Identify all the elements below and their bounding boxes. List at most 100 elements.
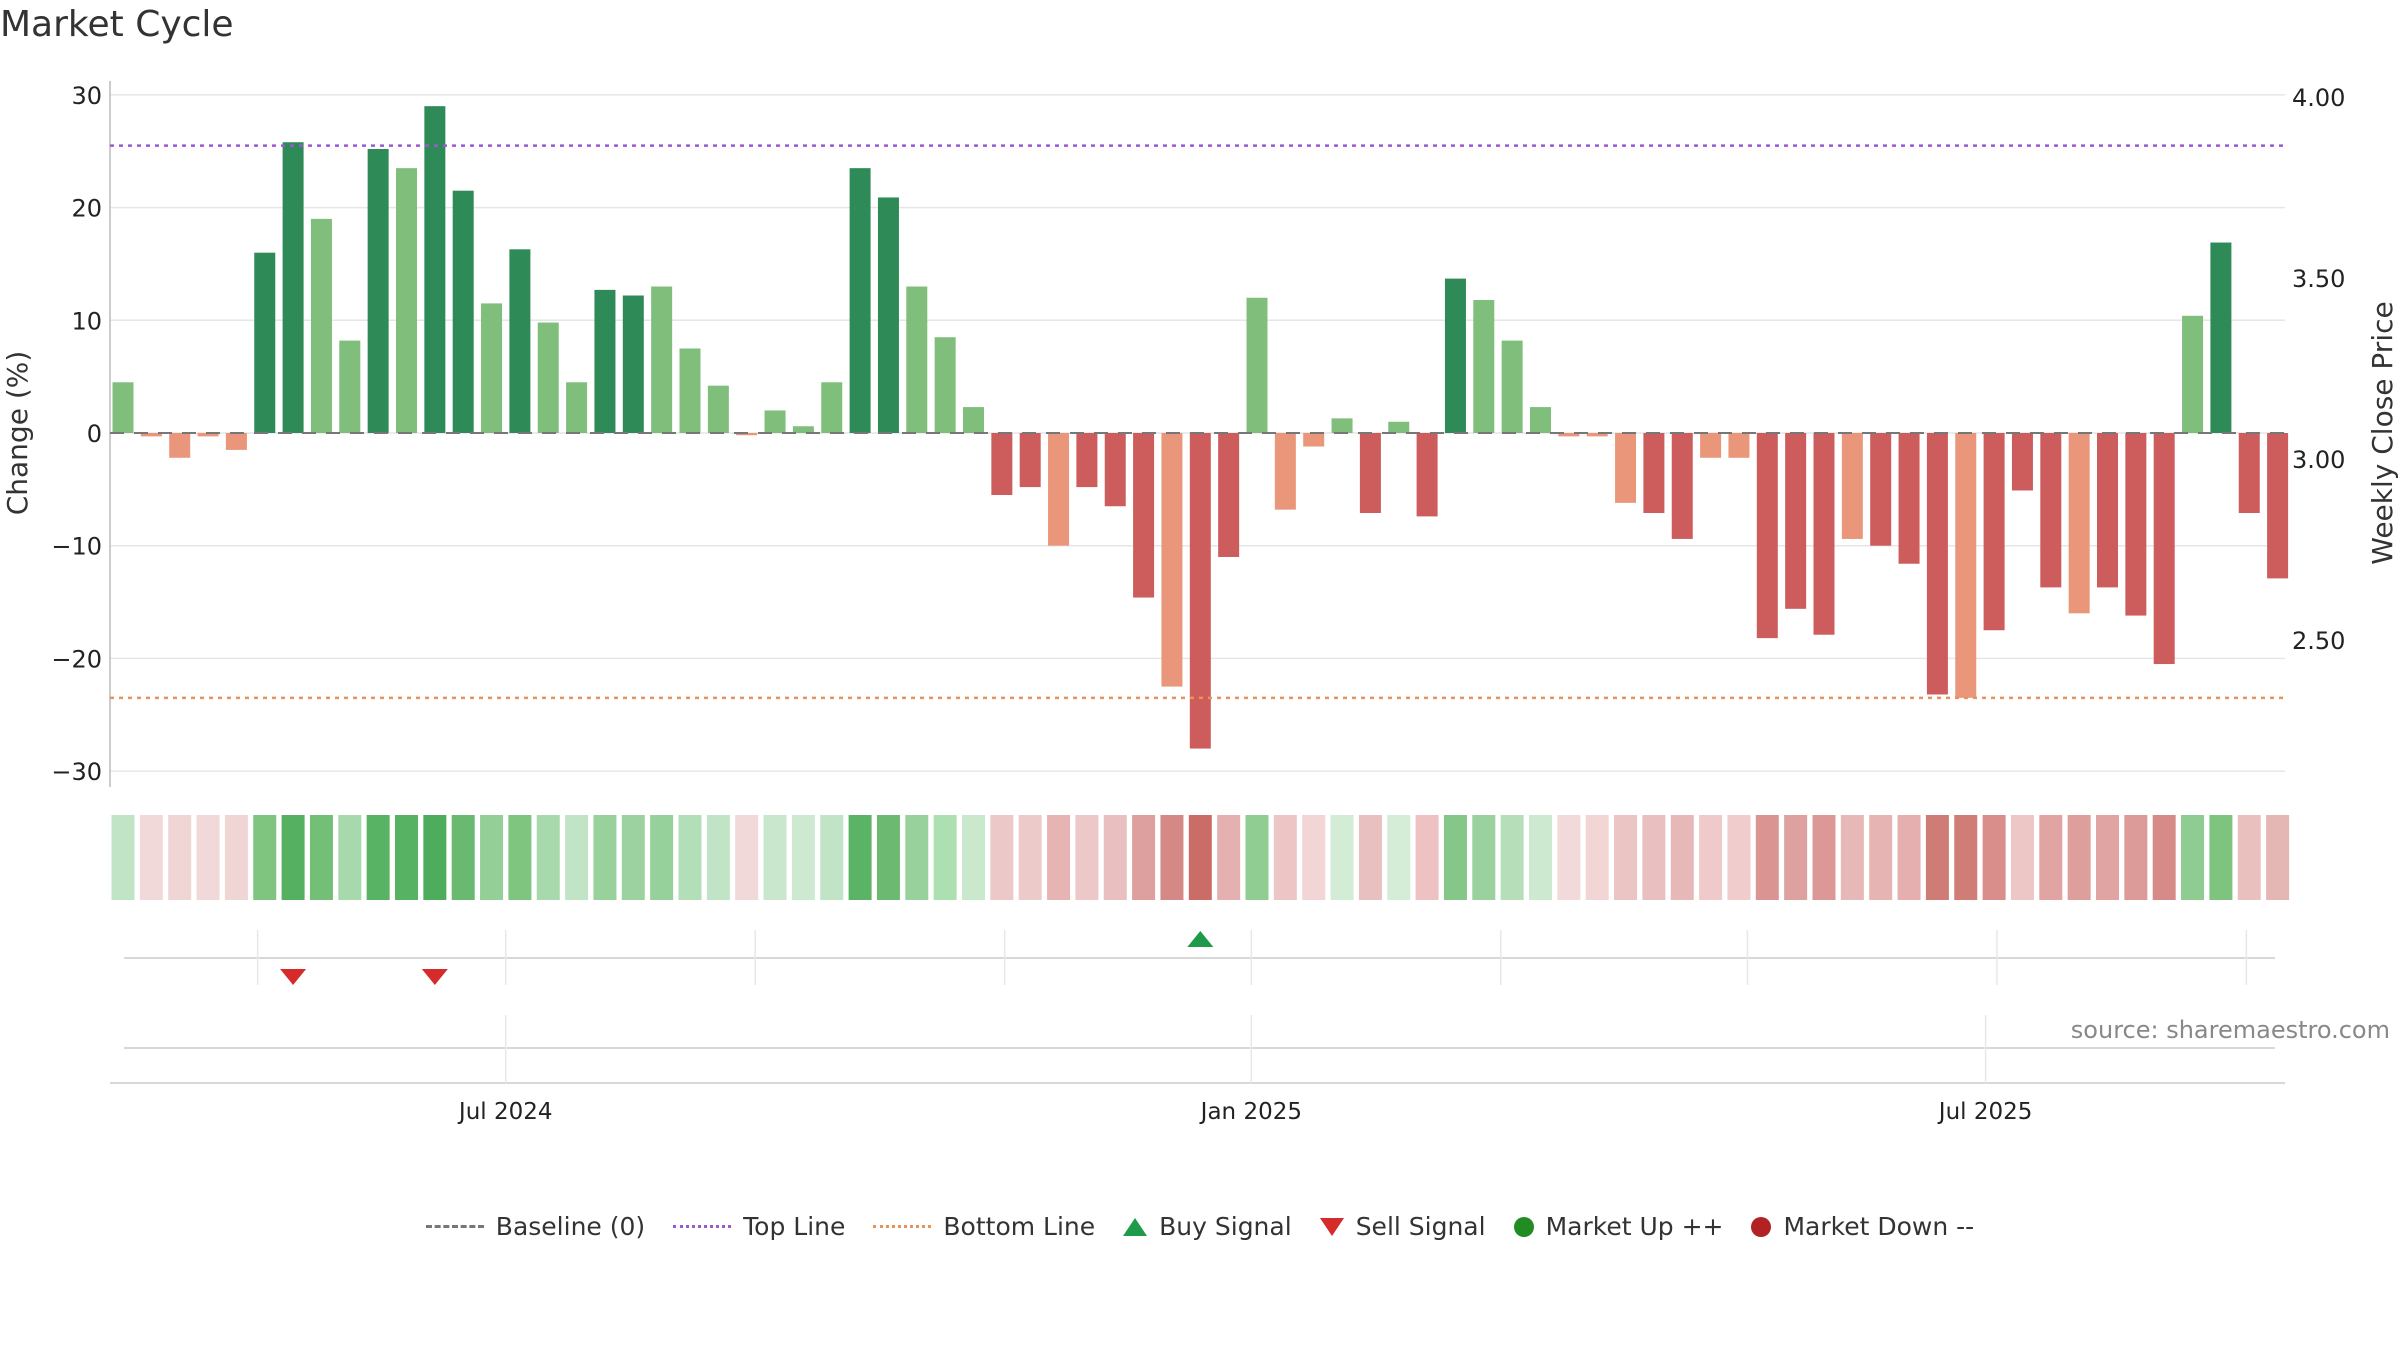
heat-cell — [139, 815, 163, 900]
y-tick-label: −10 — [51, 533, 102, 561]
bar — [1728, 433, 1750, 458]
heat-cell — [2237, 815, 2261, 900]
heat-cell — [1727, 815, 1751, 900]
buy-signal-icon — [1123, 1217, 1148, 1236]
heat-cell — [2067, 815, 2091, 900]
heat-cell — [2152, 815, 2176, 900]
heat-cell — [1500, 815, 1524, 900]
bar — [225, 433, 247, 450]
buy-signal-marker — [1187, 931, 1214, 947]
y-tick-label: −30 — [51, 758, 102, 786]
heat-cell — [1925, 815, 1949, 900]
heat-cell — [990, 815, 1014, 900]
heat-cell — [1103, 815, 1127, 900]
bar — [424, 106, 446, 434]
bar — [849, 168, 871, 433]
bar — [509, 249, 531, 433]
heat-cell — [933, 815, 957, 900]
bar — [1926, 433, 1948, 695]
heat-cell — [1812, 815, 1836, 900]
bar — [367, 148, 389, 433]
bar — [452, 190, 474, 433]
legend-item-baseline[interactable]: Baseline (0) — [425, 1212, 646, 1241]
bar — [1246, 297, 1268, 433]
heat-cell — [1358, 815, 1382, 900]
legend-item-sell-signal[interactable]: Sell Signal — [1319, 1212, 1486, 1241]
heat-cell — [1954, 815, 1978, 900]
heat-cell — [395, 815, 418, 900]
heat-cell — [1529, 815, 1552, 900]
heat-cell — [1160, 815, 1184, 900]
heat-cell — [508, 815, 532, 900]
y2-tick-label: 4.00 — [2292, 84, 2345, 112]
y-tick-label: −20 — [51, 645, 102, 673]
bar — [1813, 433, 1835, 635]
bar — [566, 382, 588, 433]
bar — [2040, 433, 2062, 588]
y-tick-label: 10 — [71, 307, 102, 335]
heat-cell — [1755, 815, 1779, 900]
bar — [707, 385, 729, 433]
heat-cell — [1614, 815, 1638, 900]
heat-cell — [1670, 815, 1694, 900]
legend-item-top-line[interactable]: Top Line — [673, 1212, 845, 1241]
source-credit: source: sharemaestro.com — [2070, 1016, 2390, 1044]
bar — [2153, 433, 2175, 665]
heat-cell — [1869, 815, 1893, 900]
heat-cell — [763, 815, 787, 900]
bar — [1530, 407, 1551, 433]
baseline-swatch — [425, 1225, 484, 1228]
legend-item-buy-signal[interactable]: Buy Signal — [1123, 1212, 1292, 1241]
bar — [1218, 433, 1240, 557]
bar — [991, 433, 1013, 495]
heat-cell — [820, 815, 844, 900]
bar — [1756, 433, 1778, 639]
heat-cell — [621, 815, 645, 900]
heat-cell — [735, 815, 759, 900]
legend-label-baseline: Baseline (0) — [495, 1212, 646, 1241]
heat-cell — [1047, 815, 1071, 900]
bar — [1388, 421, 1410, 433]
legend-label-buy-signal: Buy Signal — [1159, 1212, 1292, 1241]
bar — [1048, 433, 1070, 546]
heat-cell — [1273, 815, 1297, 900]
legend-item-bottom-line[interactable]: Bottom Line — [873, 1212, 1095, 1241]
x-tick-label: Jan 2025 — [1199, 1099, 1302, 1125]
bar — [197, 433, 219, 437]
legend-label-top-line: Top Line — [743, 1212, 846, 1241]
market-up-dot-icon — [1513, 1216, 1534, 1237]
heat-cell — [593, 815, 617, 900]
bar — [622, 295, 644, 433]
heat-cell — [224, 815, 248, 900]
bar — [1983, 433, 2005, 631]
heat-cell — [1075, 815, 1099, 900]
heat-cell — [480, 815, 504, 900]
heat-cell — [2010, 815, 2034, 900]
heat-cell — [2039, 815, 2063, 900]
y-tick-label: 20 — [71, 195, 102, 223]
heat-cell — [338, 815, 362, 900]
heat-cell — [2266, 815, 2290, 900]
x-tick-label: Jul 2024 — [457, 1099, 553, 1125]
heat-cell — [1585, 815, 1609, 900]
heat-cell — [791, 815, 815, 900]
heat-cell — [1897, 815, 1921, 900]
bar — [934, 337, 956, 433]
legend-item-market-down[interactable]: Market Down -- — [1751, 1212, 1974, 1241]
bar — [2125, 433, 2147, 616]
bar — [1870, 433, 1892, 546]
heat-cell — [1217, 815, 1241, 900]
heat-cell — [876, 815, 900, 900]
heat-cell — [1784, 815, 1808, 900]
heat-cell — [905, 815, 929, 900]
legend-label-bottom-line: Bottom Line — [943, 1212, 1096, 1241]
bar — [254, 252, 276, 433]
bar — [310, 218, 332, 433]
bar — [877, 197, 899, 433]
legend-item-market-up[interactable]: Market Up ++ — [1513, 1212, 1723, 1241]
top-line-swatch — [673, 1225, 732, 1228]
bar — [1104, 433, 1126, 507]
bar — [1785, 433, 1807, 609]
heat-cell — [1018, 815, 1042, 900]
